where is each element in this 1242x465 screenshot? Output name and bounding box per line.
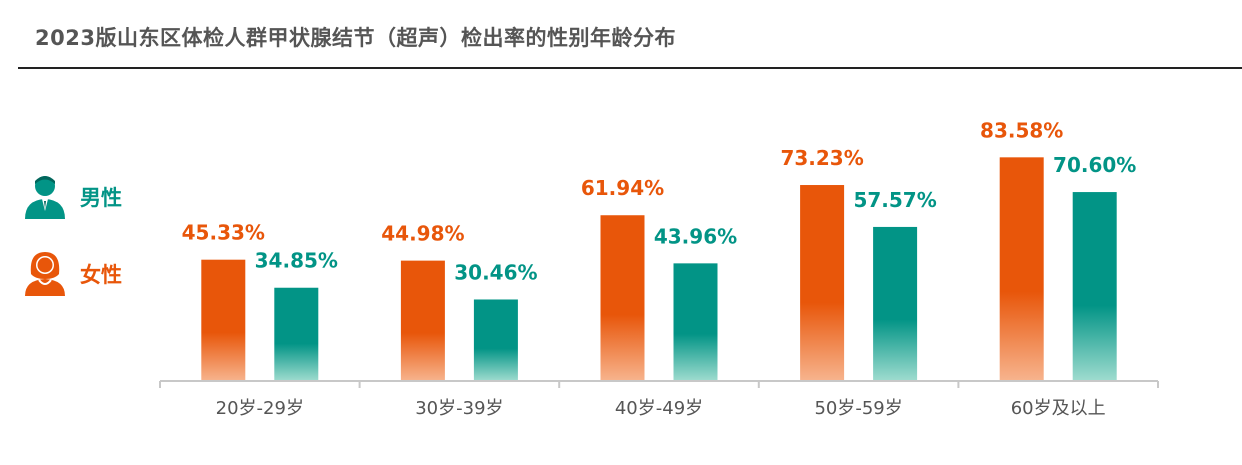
bar-male — [473, 299, 518, 381]
legend-label-male: 男性 — [80, 186, 122, 210]
data-label-male: 70.60% — [1053, 153, 1136, 177]
x-tick-label: 50岁-59岁 — [814, 398, 902, 419]
legend-label-female: 女性 — [80, 263, 122, 287]
data-label-male: 34.85% — [255, 249, 338, 273]
male-person-icon — [25, 176, 65, 219]
legend-item-male: 男性 — [22, 173, 122, 221]
bar-female — [999, 157, 1044, 381]
data-label-female: 83.58% — [980, 118, 1063, 142]
data-label-male: 57.57% — [853, 188, 936, 212]
x-tick-label: 20岁-29岁 — [216, 398, 304, 419]
x-tick-label: 40岁-49岁 — [615, 398, 703, 419]
bar-male — [1072, 192, 1117, 381]
bar-female — [201, 259, 246, 381]
legend-item-female: 女性 — [22, 250, 122, 298]
title-divider — [18, 67, 1242, 69]
x-tick-label: 60岁及以上 — [1011, 398, 1106, 419]
data-label-female: 45.33% — [182, 221, 265, 245]
chart-title: 2023版山东区体检人群甲状腺结节（超声）检出率的性别年龄分布 — [35, 26, 676, 50]
bar-male — [274, 287, 319, 381]
bar-male — [873, 226, 918, 381]
data-label-female: 61.94% — [581, 176, 664, 200]
data-label-male: 30.46% — [454, 260, 537, 284]
data-label-female: 44.98% — [381, 222, 464, 246]
bar-female — [800, 185, 845, 381]
data-label-male: 43.96% — [654, 224, 737, 248]
bar-female — [400, 260, 445, 381]
bar-female — [600, 215, 645, 381]
female-person-icon — [25, 252, 65, 296]
bar-male — [673, 263, 718, 381]
data-label-female: 73.23% — [780, 146, 863, 170]
x-tick-label: 30岁-39岁 — [415, 398, 503, 419]
